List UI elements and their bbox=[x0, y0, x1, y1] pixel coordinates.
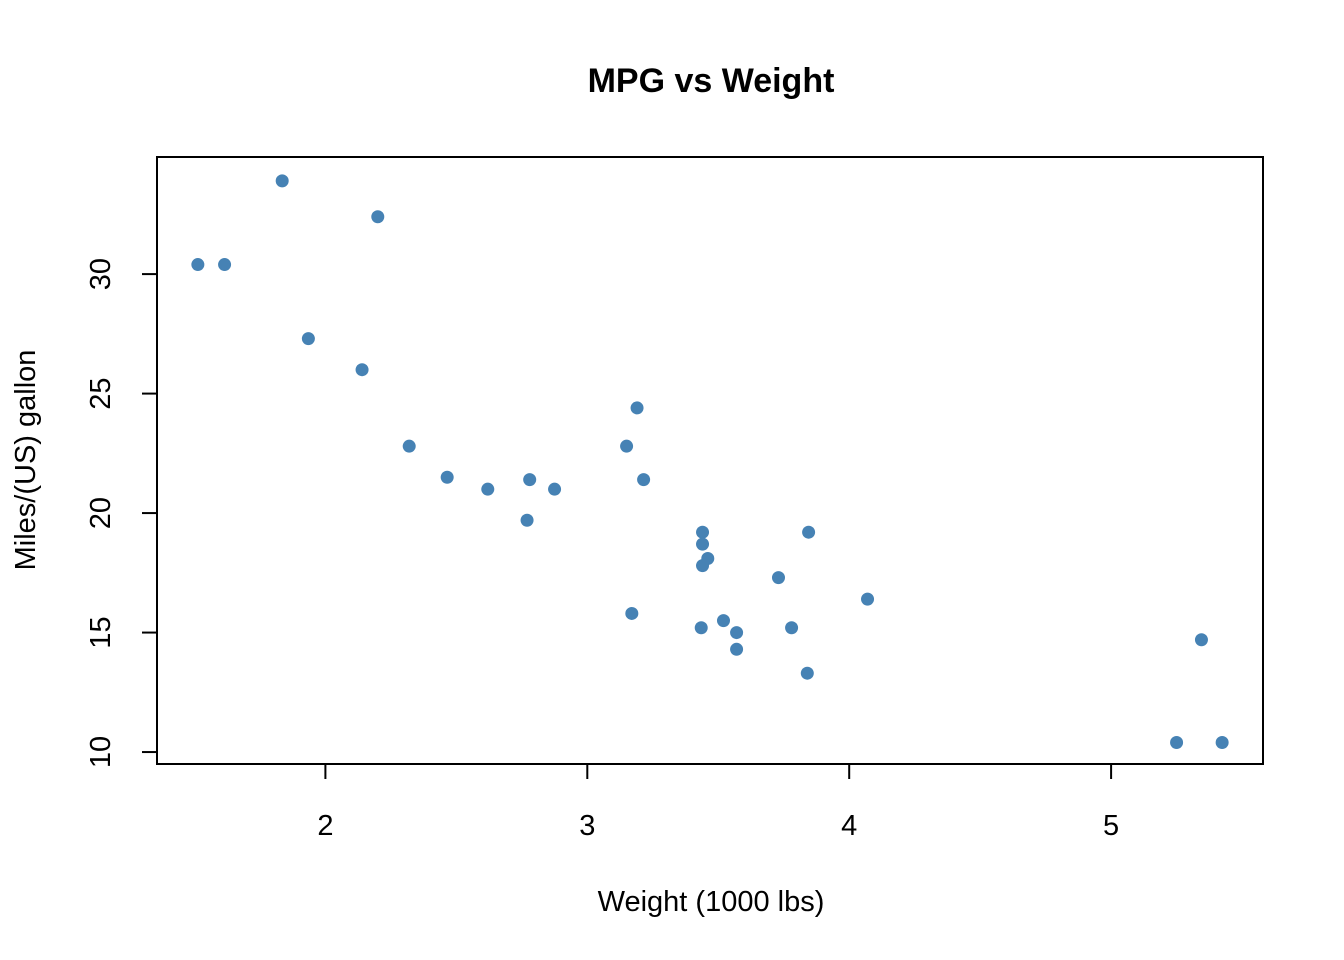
data-point bbox=[630, 401, 644, 415]
data-point bbox=[1215, 735, 1229, 749]
x-tick-label: 4 bbox=[841, 810, 857, 842]
data-point bbox=[275, 174, 289, 188]
data-point bbox=[771, 571, 785, 585]
data-point bbox=[402, 439, 416, 453]
data-point bbox=[620, 439, 634, 453]
data-point bbox=[218, 258, 232, 272]
data-point bbox=[730, 626, 744, 640]
x-tick-label: 2 bbox=[317, 810, 333, 842]
y-tick-label: 10 bbox=[85, 736, 117, 768]
data-point bbox=[625, 606, 639, 620]
data-point bbox=[481, 482, 495, 496]
data-point bbox=[1170, 735, 1184, 749]
data-point bbox=[861, 592, 875, 606]
data-point bbox=[701, 551, 715, 565]
data-points bbox=[191, 174, 1229, 749]
data-point bbox=[1194, 633, 1208, 647]
data-point bbox=[301, 332, 315, 346]
data-point bbox=[440, 470, 454, 484]
data-point bbox=[730, 642, 744, 656]
x-axis-label: Weight (1000 lbs) bbox=[598, 886, 825, 918]
chart-title: MPG vs Weight bbox=[588, 62, 835, 100]
data-point bbox=[716, 614, 730, 628]
data-point bbox=[548, 482, 562, 496]
data-point bbox=[371, 210, 385, 224]
data-point bbox=[520, 513, 534, 527]
data-point bbox=[355, 363, 369, 377]
y-tick-label: 30 bbox=[85, 258, 117, 290]
data-point bbox=[802, 525, 816, 539]
data-point bbox=[191, 258, 205, 272]
y-axis-label: Miles/(US) gallon bbox=[10, 350, 42, 571]
x-tick-label: 3 bbox=[579, 810, 595, 842]
data-point bbox=[696, 525, 710, 539]
x-tick-label: 5 bbox=[1103, 810, 1119, 842]
plot-frame bbox=[156, 156, 1264, 765]
data-point bbox=[785, 621, 799, 635]
data-point bbox=[637, 473, 651, 487]
y-tick-label: 20 bbox=[85, 497, 117, 529]
y-tick-label: 25 bbox=[85, 377, 117, 409]
data-point bbox=[523, 473, 537, 487]
y-tick-label: 15 bbox=[85, 616, 117, 648]
data-point bbox=[696, 537, 710, 551]
data-point bbox=[694, 621, 708, 635]
data-point bbox=[800, 666, 814, 680]
y-axis: 10 15 20 25 30 bbox=[85, 258, 157, 768]
x-axis: 2 3 4 5 bbox=[317, 764, 1119, 842]
